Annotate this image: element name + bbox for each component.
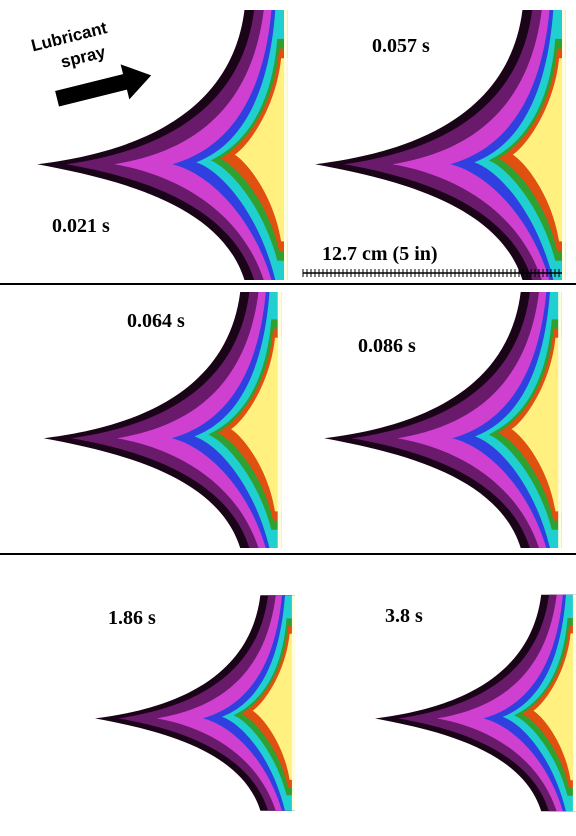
time-label: 0.064 s bbox=[127, 310, 185, 332]
page: {"arrow_label": ["Lubricant", "spray"], … bbox=[0, 0, 576, 836]
figure: Lubricant spray 0.021 s 0.057 s 0.064 s … bbox=[0, 0, 576, 836]
time-label: 3.8 s bbox=[385, 605, 423, 627]
time-label: 0.086 s bbox=[358, 335, 416, 357]
time-label: 0.057 s bbox=[372, 35, 430, 57]
spray-plume bbox=[324, 292, 562, 548]
scale-bar bbox=[303, 269, 562, 277]
spray-plume bbox=[375, 595, 576, 811]
time-label: 1.86 s bbox=[108, 607, 156, 629]
time-label: 0.021 s bbox=[52, 215, 110, 237]
scale-bar-label: 12.7 cm (5 in) bbox=[322, 243, 438, 265]
